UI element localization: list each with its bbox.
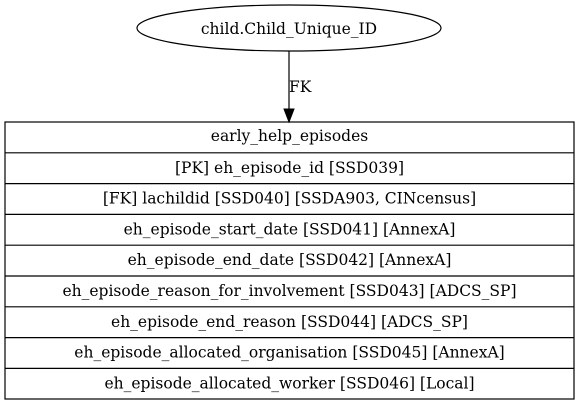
table-row: eh_episode_allocated_organisation [SSD04…	[74, 344, 504, 362]
table-row: [PK] eh_episode_id [SSD039]	[175, 159, 404, 177]
table-row: [FK] lachildid [SSD040] [SSDA903, CINcen…	[103, 190, 476, 208]
table-row: eh_episode_end_reason [SSD044] [ADCS_SP]	[111, 313, 468, 331]
source-node: child.Child_Unique_ID	[136, 4, 442, 52]
table-row: eh_episode_reason_for_involvement [SSD04…	[62, 282, 516, 300]
arrowhead-icon	[283, 108, 295, 124]
fk-edge: FK	[283, 51, 312, 124]
table-row: eh_episode_allocated_worker [SSD046] [Lo…	[104, 374, 474, 392]
table-row: eh_episode_start_date [SSD041] [AnnexA]	[124, 220, 456, 238]
source-node-label: child.Child_Unique_ID	[201, 20, 377, 38]
table-node: early_help_episodes [PK] eh_episode_id […	[4, 121, 575, 400]
edge-label: FK	[289, 78, 312, 96]
table-border	[4, 121, 575, 400]
table-row: eh_episode_end_date [SSD042] [AnnexA]	[128, 251, 452, 269]
table-title: early_help_episodes	[211, 127, 369, 145]
